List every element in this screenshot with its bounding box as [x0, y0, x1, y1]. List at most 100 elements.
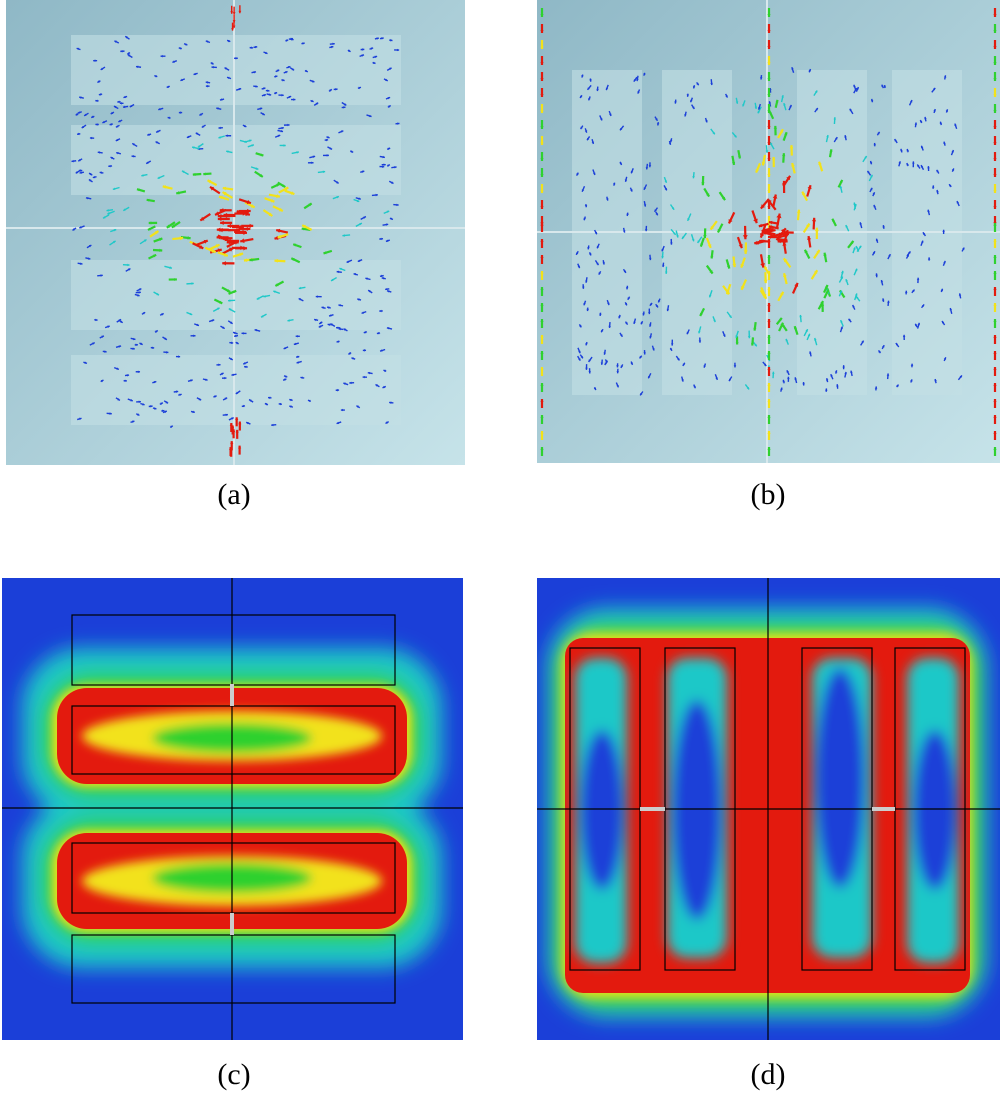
current-arrowhead — [116, 151, 119, 155]
current-arrowhead — [894, 139, 897, 142]
current-arrowhead — [540, 335, 544, 338]
current-vectors — [71, 5, 400, 457]
current-arrowhead — [99, 171, 103, 174]
current-arrowhead — [673, 232, 676, 235]
current-arrowhead — [138, 400, 141, 404]
current-arrowhead — [540, 447, 544, 450]
current-arrowhead — [656, 123, 660, 126]
current-arrowhead — [125, 36, 128, 39]
current-arrowhead — [196, 323, 199, 327]
current-arrowhead — [214, 395, 217, 398]
current-arrowhead — [747, 335, 751, 339]
current-arrowhead — [540, 158, 544, 161]
current-arrowhead — [726, 265, 731, 269]
current-arrowhead — [540, 271, 544, 274]
current-arrowhead — [783, 258, 788, 263]
current-arrowhead — [283, 346, 287, 350]
current-arrowhead — [205, 378, 208, 381]
current-arrowhead — [767, 142, 771, 145]
current-arrowhead — [706, 193, 710, 197]
current-arrowhead — [686, 94, 690, 97]
current-arrowhead — [249, 139, 252, 143]
current-arrowhead — [710, 255, 714, 259]
current-arrowhead — [376, 331, 380, 335]
current-arrowhead — [604, 362, 608, 365]
current-arrowhead — [540, 174, 544, 177]
current-arrowhead — [764, 265, 768, 270]
current-arrowhead — [770, 142, 773, 146]
current-arrowhead — [768, 101, 772, 104]
current-arrowhead — [649, 336, 652, 339]
current-arrowhead — [762, 231, 767, 235]
current-arrowhead — [102, 120, 105, 124]
current-arrowhead — [754, 106, 758, 109]
current-arrowhead — [274, 258, 278, 263]
current-arrowhead — [767, 78, 771, 81]
current-arrowhead — [116, 367, 119, 370]
current-arrowhead — [956, 201, 960, 204]
feed-port — [872, 807, 895, 811]
current-arrowhead — [605, 359, 608, 363]
current-arrowhead — [81, 125, 85, 129]
current-arrowhead — [362, 48, 365, 51]
current-arrowhead — [356, 199, 360, 203]
current-arrowhead — [993, 271, 997, 274]
current-arrowhead — [710, 225, 715, 230]
current-arrowhead — [268, 396, 271, 400]
current-arrowhead — [293, 98, 296, 101]
current-arrowhead — [357, 298, 360, 301]
current-arrowhead — [878, 350, 881, 353]
current-arrowhead — [383, 163, 386, 167]
current-arrowhead — [243, 258, 248, 262]
current-arrowhead — [709, 270, 713, 274]
current-arrowhead — [761, 161, 766, 166]
current-arrowhead — [287, 123, 290, 127]
current-arrowhead — [386, 290, 390, 293]
current-arrowhead — [540, 319, 544, 322]
current-arrowhead — [912, 289, 915, 293]
current-arrowhead — [804, 249, 808, 254]
current-arrowhead — [166, 224, 171, 228]
current-arrowhead — [218, 363, 221, 367]
current-arrowhead — [588, 252, 592, 256]
current-arrowhead — [580, 126, 583, 130]
current-arrowhead — [586, 308, 589, 312]
current-arrowhead — [159, 248, 163, 252]
current-arrowhead — [327, 323, 330, 326]
current-arrowhead — [917, 322, 920, 326]
current-arrowhead — [235, 342, 239, 345]
current-arrowhead — [699, 312, 703, 316]
current-arrowhead — [147, 227, 151, 231]
current-arrowhead — [274, 92, 278, 95]
current-arrowhead — [113, 106, 117, 109]
current-arrowhead — [102, 216, 106, 219]
current-arrowhead — [645, 167, 649, 170]
current-arrowhead — [624, 302, 628, 306]
current-arrowhead — [751, 342, 754, 346]
current-arrowhead — [154, 75, 157, 78]
current-arrowhead — [329, 314, 332, 317]
current-arrowhead — [581, 75, 584, 78]
current-arrowhead — [137, 370, 141, 374]
current-arrowhead — [767, 367, 771, 370]
current-arrowhead — [687, 218, 690, 221]
current-arrowhead — [783, 103, 786, 106]
current-arrowhead — [791, 163, 795, 167]
current-arrowhead — [387, 96, 391, 100]
feed-port — [230, 684, 234, 706]
current-arrowhead — [648, 257, 652, 261]
current-arrowhead — [97, 80, 100, 83]
current-arrowhead — [920, 165, 924, 168]
current-arrowhead — [936, 169, 939, 173]
panel-b-current-plot — [537, 0, 1000, 463]
current-arrowhead — [807, 333, 811, 337]
current-arrowhead — [850, 370, 853, 374]
current-arrowhead — [540, 110, 544, 113]
current-arrowhead — [993, 206, 997, 209]
current-arrowhead — [127, 54, 131, 57]
current-arrowhead — [757, 110, 761, 114]
current-arrowhead — [728, 219, 733, 224]
current-arrowhead — [325, 138, 329, 142]
current-arrowhead — [867, 170, 870, 174]
current-arrowhead — [222, 326, 225, 329]
